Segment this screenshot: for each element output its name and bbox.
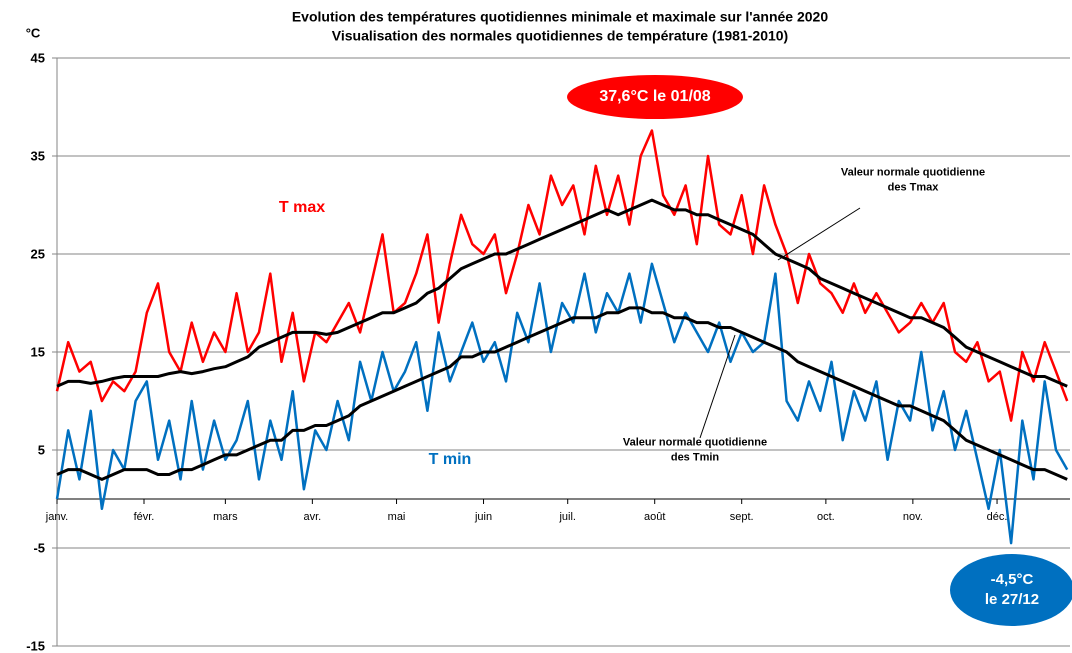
annotation-text: des Tmin [671,451,720,463]
x-tick-label: nov. [903,511,923,523]
y-tick-label: 15 [31,344,45,359]
y-tick-label: 45 [31,50,45,65]
x-tick-label: déc. [987,511,1008,523]
x-tick-label: oct. [817,511,835,523]
annotation-bubble [567,75,743,119]
annotation-text: Valeur normale quotidienne [841,166,985,178]
annotation-arrow [777,207,861,261]
annotation: Valeur normale quotidienne des Tmin [623,334,767,463]
y-tick-label: 25 [31,246,45,261]
x-tick-label: mai [388,511,406,523]
y-tick-label: 35 [31,148,45,163]
annotation: -4,5°C le 27/12 [950,554,1072,626]
y-tick-label: -15 [26,638,45,653]
annotation-text: -4,5°C [991,571,1034,588]
x-tick-label: mars [213,511,238,523]
x-tick-label: août [644,511,665,523]
series-line [56,198,1068,388]
x-tick-label: janv. [45,511,68,523]
annotation-text: T max [279,199,325,216]
annotation-text: T min [429,451,472,468]
annotation-text: Valeur normale quotidienne [623,436,767,448]
y-axis-label: °C [26,25,41,40]
y-tick-label: 5 [38,442,45,457]
chart-subtitle: Visualisation des normales quotidiennes … [332,28,788,44]
x-tick-label: avr. [303,511,321,523]
annotation-bubble [950,554,1072,626]
series-line [55,262,1069,545]
series-line [55,129,1069,422]
annotation-text: des Tmax [888,181,940,193]
annotation-text: le 27/12 [985,591,1039,608]
y-tick-label: -5 [33,540,45,555]
x-tick-label: juil. [558,511,576,523]
annotation: T max [279,199,325,216]
annotation: T min [429,451,472,468]
x-tick-label: juin [474,511,492,523]
annotation: Valeur normale quotidienne des Tmax [777,166,985,261]
x-tick-label: févr. [134,511,155,523]
annotation-arrow [699,334,736,439]
series-line [56,306,1068,481]
x-tick-label: sept. [730,511,754,523]
annotation: 37,6°C le 01/08 [567,75,743,119]
chart-title: Evolution des températures quotidiennes … [292,9,829,25]
annotation-text: 37,6°C le 01/08 [599,88,710,105]
